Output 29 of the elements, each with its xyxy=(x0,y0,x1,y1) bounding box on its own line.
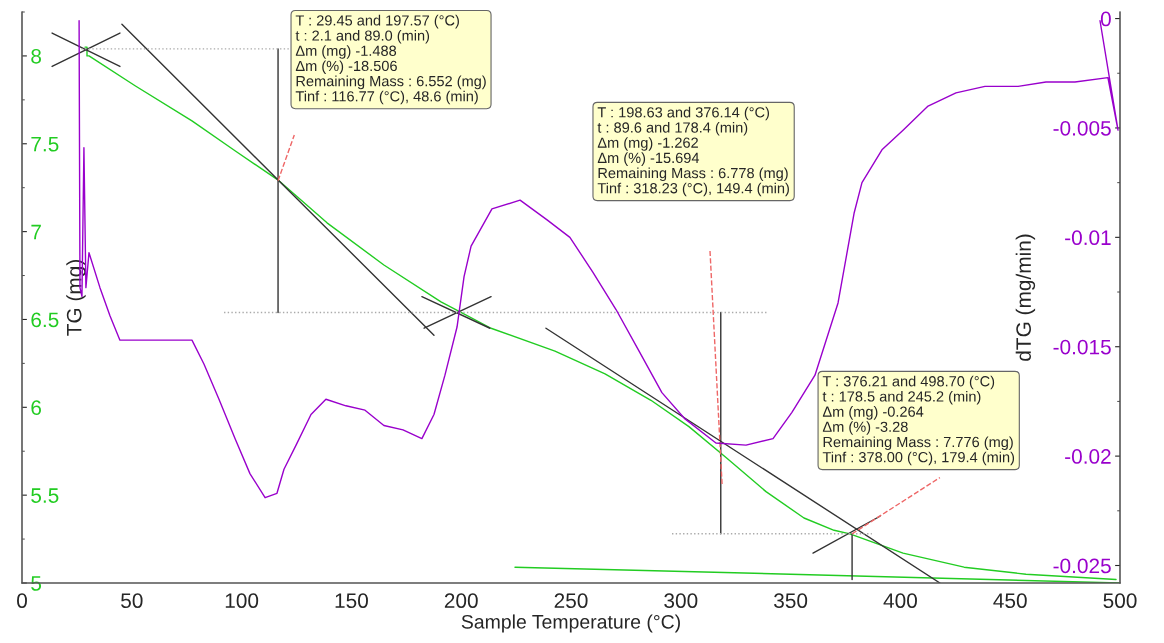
x-tick-label: 450 xyxy=(993,593,1027,609)
y2-tick-label: -0.015 xyxy=(1053,339,1111,355)
annotation: T : 198.63 and 376.14 (°C) t : 89.6 and 178.4 (min) Δm (mg) -1.262 Δm (%) -15.694 Remaining Mass : 6.778 (mg) Tinf : 318.23 (°C), 149.4 (min) xyxy=(597,106,789,197)
y-tick-label: 5.5 xyxy=(31,488,59,503)
x-axis-title: Sample Temperature (°C) xyxy=(461,614,680,633)
x-tick-label: 400 xyxy=(883,593,917,609)
annotation: T : 29.45 and 197.57 (°C) t : 2.1 and 89.0 (min) Δm (mg) -1.488 Δm (%) -18.506 Remaining Mass : 6.552 (mg) Tinf : 116.77 (°C), 48.6 (min) xyxy=(295,14,486,105)
x-tick-label: 500 xyxy=(1103,593,1137,609)
y-tick-label: 8 xyxy=(31,48,42,64)
y-tick-label: 6 xyxy=(31,400,41,416)
x-tick-label: 200 xyxy=(444,593,478,609)
x-tick-label: 150 xyxy=(335,593,368,609)
y-tick-label: 7 xyxy=(31,224,41,240)
x-tick-label: 0 xyxy=(17,593,27,609)
x-tick-label: 100 xyxy=(225,593,259,609)
y-tick-label: 6.5 xyxy=(31,312,59,328)
y2-tick-label: -0.025 xyxy=(1053,558,1111,574)
x-tick-label: 350 xyxy=(774,593,808,609)
y2-tick-label: -0.02 xyxy=(1065,449,1111,464)
annotation: T : 376.21 and 498.70 (°C) t : 178.5 and 245.2 (min) Δm (mg) -0.264 Δm (%) -3.28 Remaining Mass : 7.776 (mg) Tinf : 378.00 (°C), 179.4 (min) xyxy=(822,375,1015,466)
y2-tick-label: -0.01 xyxy=(1065,230,1111,246)
x-tick-label: 50 xyxy=(121,593,143,609)
y-axis-title: TG (mg) xyxy=(66,260,86,336)
x-tick-label: 300 xyxy=(664,593,698,609)
y2-tick-label: -0.005 xyxy=(1053,120,1111,136)
y2-axis-title: dTG (mg/min) xyxy=(1015,234,1036,361)
y2-tick-label: 0 xyxy=(1100,11,1111,27)
x-tick-label: 250 xyxy=(554,593,588,609)
y-tick-label: 7.5 xyxy=(31,136,59,152)
